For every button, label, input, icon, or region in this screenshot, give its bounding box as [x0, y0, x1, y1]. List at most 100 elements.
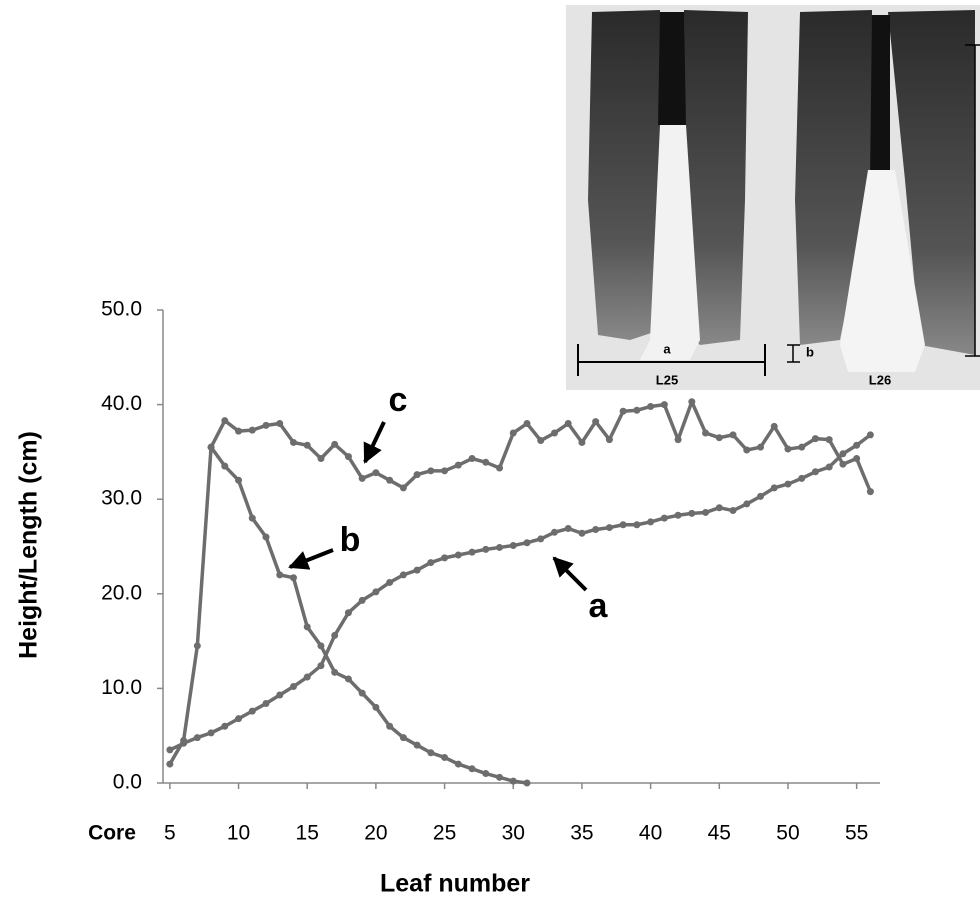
data-point [784, 445, 792, 453]
series-line [169, 433, 872, 752]
data-point [702, 429, 710, 437]
data-point [262, 421, 270, 429]
annotation: a [589, 587, 609, 625]
data-point [496, 543, 504, 551]
data-point [798, 443, 806, 451]
data-point [399, 734, 407, 742]
data-point [647, 402, 655, 410]
data-point [811, 468, 819, 476]
data-point [386, 578, 394, 586]
x-tick-label: 15 [296, 822, 319, 845]
data-point [344, 453, 352, 461]
data-point [509, 777, 517, 785]
data-point [660, 514, 668, 522]
y-tick-label: 20.0 [101, 581, 142, 604]
data-point [468, 548, 476, 556]
data-point [221, 417, 229, 425]
data-point [578, 438, 586, 446]
x-tick-label: 45 [708, 822, 731, 845]
data-point [317, 642, 325, 650]
data-point [207, 729, 215, 737]
data-point [825, 463, 833, 471]
y-tick-label: 40.0 [101, 392, 142, 415]
data-point [276, 571, 284, 579]
data-point [811, 435, 819, 443]
data-point [454, 760, 462, 768]
annotations: c b a [288, 381, 609, 625]
x-tick-label: 55 [845, 822, 868, 845]
data-point [605, 436, 613, 444]
data-point [633, 521, 641, 529]
data-point [564, 420, 572, 428]
data-point [235, 427, 243, 435]
data-point [344, 609, 352, 617]
data-point [482, 458, 490, 466]
data-point [537, 437, 545, 445]
data-point [853, 455, 861, 463]
data-point [303, 623, 311, 631]
data-point [537, 535, 545, 543]
data-point [496, 464, 504, 472]
data-point [427, 467, 435, 475]
y-tick-label: 50.0 [101, 298, 142, 321]
data-point [757, 492, 764, 500]
data-point [509, 429, 517, 437]
data-point [825, 436, 833, 444]
data-point [248, 707, 256, 715]
x-tick-label: 5 [164, 822, 176, 845]
data-point [523, 539, 531, 547]
data-point [372, 469, 380, 477]
x-tick-label: 20 [364, 822, 387, 845]
annotation-arrow [363, 421, 386, 464]
inset-label: a [663, 341, 671, 356]
data-point [729, 431, 737, 439]
data-point [564, 525, 572, 533]
data-point [413, 741, 421, 749]
data-point [372, 588, 380, 596]
data-point [303, 673, 311, 681]
annotation-arrow [288, 548, 334, 570]
x-tick-label: 30 [502, 822, 525, 845]
data-point [688, 398, 696, 406]
data-point [193, 642, 201, 650]
data-point [399, 571, 407, 579]
inset-photo: a b L25 L26 [566, 5, 980, 390]
data-point [605, 524, 613, 532]
data-point [674, 436, 682, 444]
data-point [702, 508, 710, 516]
data-point [386, 476, 394, 484]
data-point [592, 418, 600, 426]
data-point [770, 422, 778, 430]
y-tick-label: 30.0 [101, 487, 142, 510]
data-point [248, 514, 256, 522]
annotation: b [340, 521, 361, 559]
y-axis-title: Height/Length (cm) [15, 431, 43, 659]
data-point [276, 691, 284, 699]
y-tick-label: 10.0 [101, 676, 142, 699]
data-point [592, 525, 600, 533]
data-point [770, 484, 778, 492]
data-point [523, 420, 531, 428]
data-point [866, 431, 874, 439]
data-point [784, 480, 792, 488]
data-point [496, 773, 504, 781]
data-point [482, 770, 490, 778]
data-point [578, 529, 586, 537]
data-point [715, 504, 723, 512]
data-point [729, 507, 737, 515]
x-tick-label: 35 [570, 822, 593, 845]
data-point [331, 631, 339, 639]
data-point [344, 675, 352, 683]
data-point [660, 401, 668, 409]
data-point [441, 753, 449, 761]
data-point [289, 438, 297, 446]
data-point [317, 455, 325, 463]
data-point [235, 715, 243, 723]
data-point [221, 462, 229, 470]
annotation-arrow [552, 556, 588, 592]
data-point [276, 420, 284, 428]
x-tick-label: 25 [433, 822, 456, 845]
data-point [262, 700, 270, 708]
x-tick-label: 50 [776, 822, 799, 845]
